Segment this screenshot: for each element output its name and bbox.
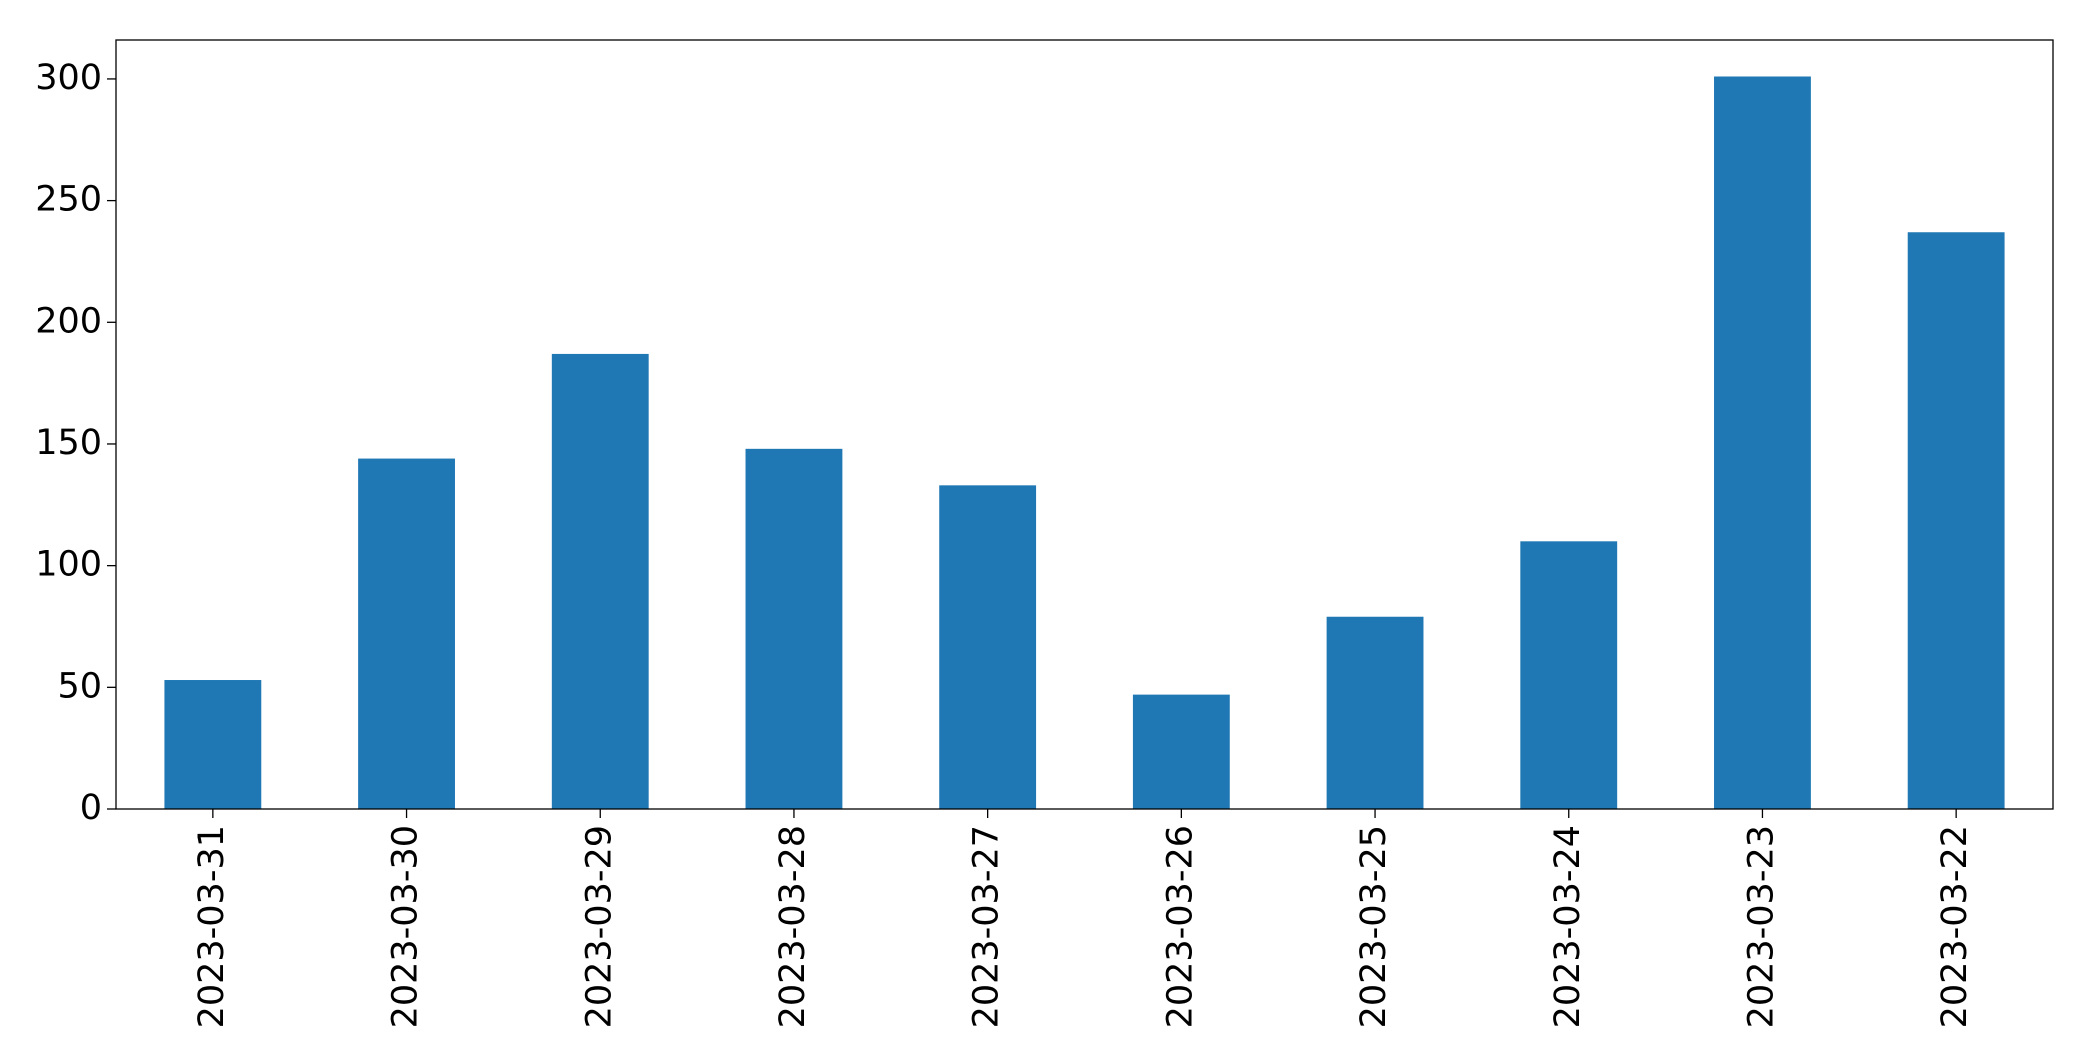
y-tick-label: 200: [35, 301, 102, 341]
bar: [1714, 76, 1811, 809]
y-tick-label: 50: [57, 666, 102, 706]
bar: [939, 485, 1037, 809]
bar: [358, 458, 455, 809]
x-tick-label: 2023-03-26: [1160, 825, 1200, 1028]
y-tick-label: 300: [35, 58, 102, 98]
bar: [551, 353, 649, 809]
bar: [164, 680, 262, 809]
bar: [1132, 694, 1230, 809]
y-tick-label: 250: [35, 180, 102, 220]
x-tick-label: 2023-03-22: [1935, 825, 1975, 1028]
x-tick-label: 2023-03-31: [192, 825, 232, 1028]
x-tick-label: 2023-03-30: [386, 825, 426, 1028]
x-tick-label: 2023-03-28: [773, 825, 813, 1028]
x-tick-label: 2023-03-24: [1548, 825, 1588, 1028]
bar: [1326, 616, 1424, 809]
y-tick-label: 0: [80, 788, 102, 828]
x-tick-label: 2023-03-25: [1354, 825, 1394, 1028]
bar: [1520, 541, 1618, 809]
y-tick-label: 100: [35, 545, 102, 585]
plot-frame: [115, 39, 2054, 810]
y-tick-label: 150: [35, 423, 102, 463]
bar: [745, 448, 843, 809]
bar: [1907, 232, 2005, 809]
x-tick-label: 2023-03-29: [579, 825, 619, 1028]
x-tick-label: 2023-03-27: [967, 825, 1007, 1028]
x-tick-label: 2023-03-23: [1741, 825, 1781, 1028]
